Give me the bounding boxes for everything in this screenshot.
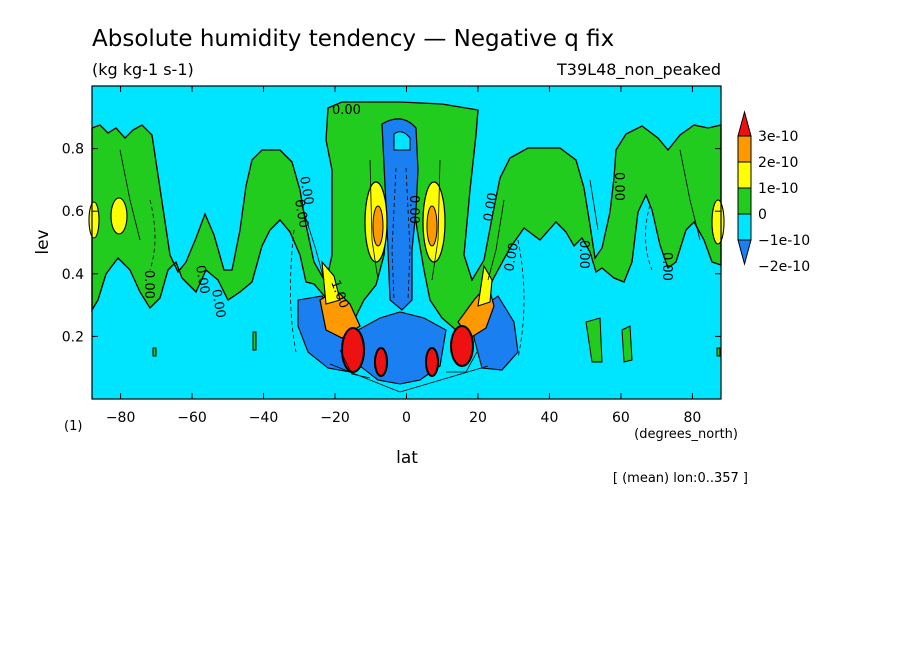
negative-column xyxy=(381,118,419,311)
legend-swatch xyxy=(737,187,752,215)
contour-line xyxy=(431,159,441,281)
contour-labels: 0.00 0.00 0.00 0.00 0.00 0.00 0.00 0.00 … xyxy=(141,103,674,319)
contour-line xyxy=(119,149,141,241)
contour-line xyxy=(329,363,489,393)
contour-label: 0.00 xyxy=(502,242,522,273)
max-core-west-b xyxy=(374,347,388,377)
x-tick-label: 0 xyxy=(402,410,411,426)
contour-line xyxy=(339,349,371,379)
legend-swatch xyxy=(737,239,752,266)
pos-blob-far-west-a xyxy=(88,201,100,239)
contour-line xyxy=(149,199,156,271)
plot-area: 0.00 0.00 0.00 0.00 0.00 0.00 0.00 0.00 … xyxy=(88,85,725,400)
contour-label: 0.00 xyxy=(611,172,626,201)
x-tick-label: −20 xyxy=(320,410,350,426)
y-axis: 0.2 0.4 0.6 0.8 xyxy=(62,142,721,345)
x-axis-title: lat xyxy=(396,448,418,468)
y-tick-label: 0.2 xyxy=(62,329,84,345)
patch-d xyxy=(621,325,633,363)
legend-swatch xyxy=(737,135,752,163)
max-core-east-b xyxy=(425,347,439,377)
x-tick-label: −40 xyxy=(249,410,279,426)
patch-b xyxy=(152,347,157,357)
contour-line xyxy=(290,229,297,353)
contour-label: 0.00 xyxy=(481,192,501,223)
x-tick-label: 40 xyxy=(541,410,559,426)
contour-line xyxy=(487,199,505,281)
contour-line xyxy=(517,239,525,359)
contour-label: 0.00 xyxy=(208,288,228,319)
patch-a xyxy=(252,331,257,351)
contour-label: 0.00 xyxy=(659,252,674,281)
contour-label: 0.00 xyxy=(406,195,421,224)
pos-lobe-west-top xyxy=(321,260,341,305)
pos-blob-west-upper-core xyxy=(372,205,384,247)
contour-label: 0.00 xyxy=(576,240,591,269)
patch-e xyxy=(716,347,721,357)
averaging-annotation: [ (mean) lon:0..357 ] xyxy=(613,471,748,486)
contour-label: 0.00 xyxy=(332,103,361,118)
contour-lines xyxy=(119,149,701,393)
contour-label: 0.00 xyxy=(291,198,311,229)
chart-title: Absolute humidity tendency — Negative q … xyxy=(92,26,614,52)
legend-swatch xyxy=(737,110,752,137)
contour-line xyxy=(679,149,701,241)
legend-label: 3e-10 xyxy=(758,129,798,145)
x-tick-label: −80 xyxy=(106,410,136,426)
x-units-label: (degrees_north) xyxy=(634,427,738,442)
contour-line xyxy=(446,349,479,373)
contour-line xyxy=(405,167,411,301)
contour-label: 0.00 xyxy=(141,270,156,299)
y-units-label: (1) xyxy=(64,419,82,434)
x-tick-label: −60 xyxy=(177,410,207,426)
contour-line xyxy=(589,179,599,231)
max-core-east-a xyxy=(450,325,474,367)
y-tick-label: 0.6 xyxy=(62,204,84,220)
x-tick-label: 20 xyxy=(469,410,487,426)
legend-label: 1e-10 xyxy=(758,181,798,197)
legend-label: −2e-10 xyxy=(758,259,810,275)
legend-swatch xyxy=(737,213,752,241)
x-tick-label: 80 xyxy=(683,410,701,426)
patch-c xyxy=(585,317,603,363)
y-tick-label: 0.8 xyxy=(62,142,84,158)
contour-label: 0.00 xyxy=(296,175,316,206)
color-legend: −2e-10 −1e-10 0 1e-10 2e-10 3e-10 xyxy=(737,110,810,275)
y-axis-title: lev xyxy=(33,229,53,254)
chart-units: (kg kg-1 s-1) xyxy=(92,60,194,79)
max-core-west-a xyxy=(341,327,365,373)
x-tick-label: 60 xyxy=(612,410,630,426)
positive-region xyxy=(91,101,722,331)
contour-line xyxy=(391,167,397,301)
legend-label: 2e-10 xyxy=(758,155,798,171)
pos-blob-east-upper-core xyxy=(426,205,438,247)
experiment-label: T39L48_non_peaked xyxy=(556,60,721,80)
contour-label: 0.00 xyxy=(192,264,212,295)
y-tick-label: 0.4 xyxy=(62,267,84,283)
contour-line xyxy=(369,159,379,281)
x-axis: −80 −60 −40 −20 0 20 40 60 80 xyxy=(106,86,701,426)
contour-line xyxy=(299,199,325,281)
pos-blob-far-east xyxy=(711,199,725,245)
legend-label: −1e-10 xyxy=(758,233,810,249)
negative-column-core xyxy=(393,131,411,151)
legend-label: 0 xyxy=(758,207,767,223)
legend-swatch xyxy=(737,161,752,189)
pos-blob-far-west-b xyxy=(110,197,128,235)
